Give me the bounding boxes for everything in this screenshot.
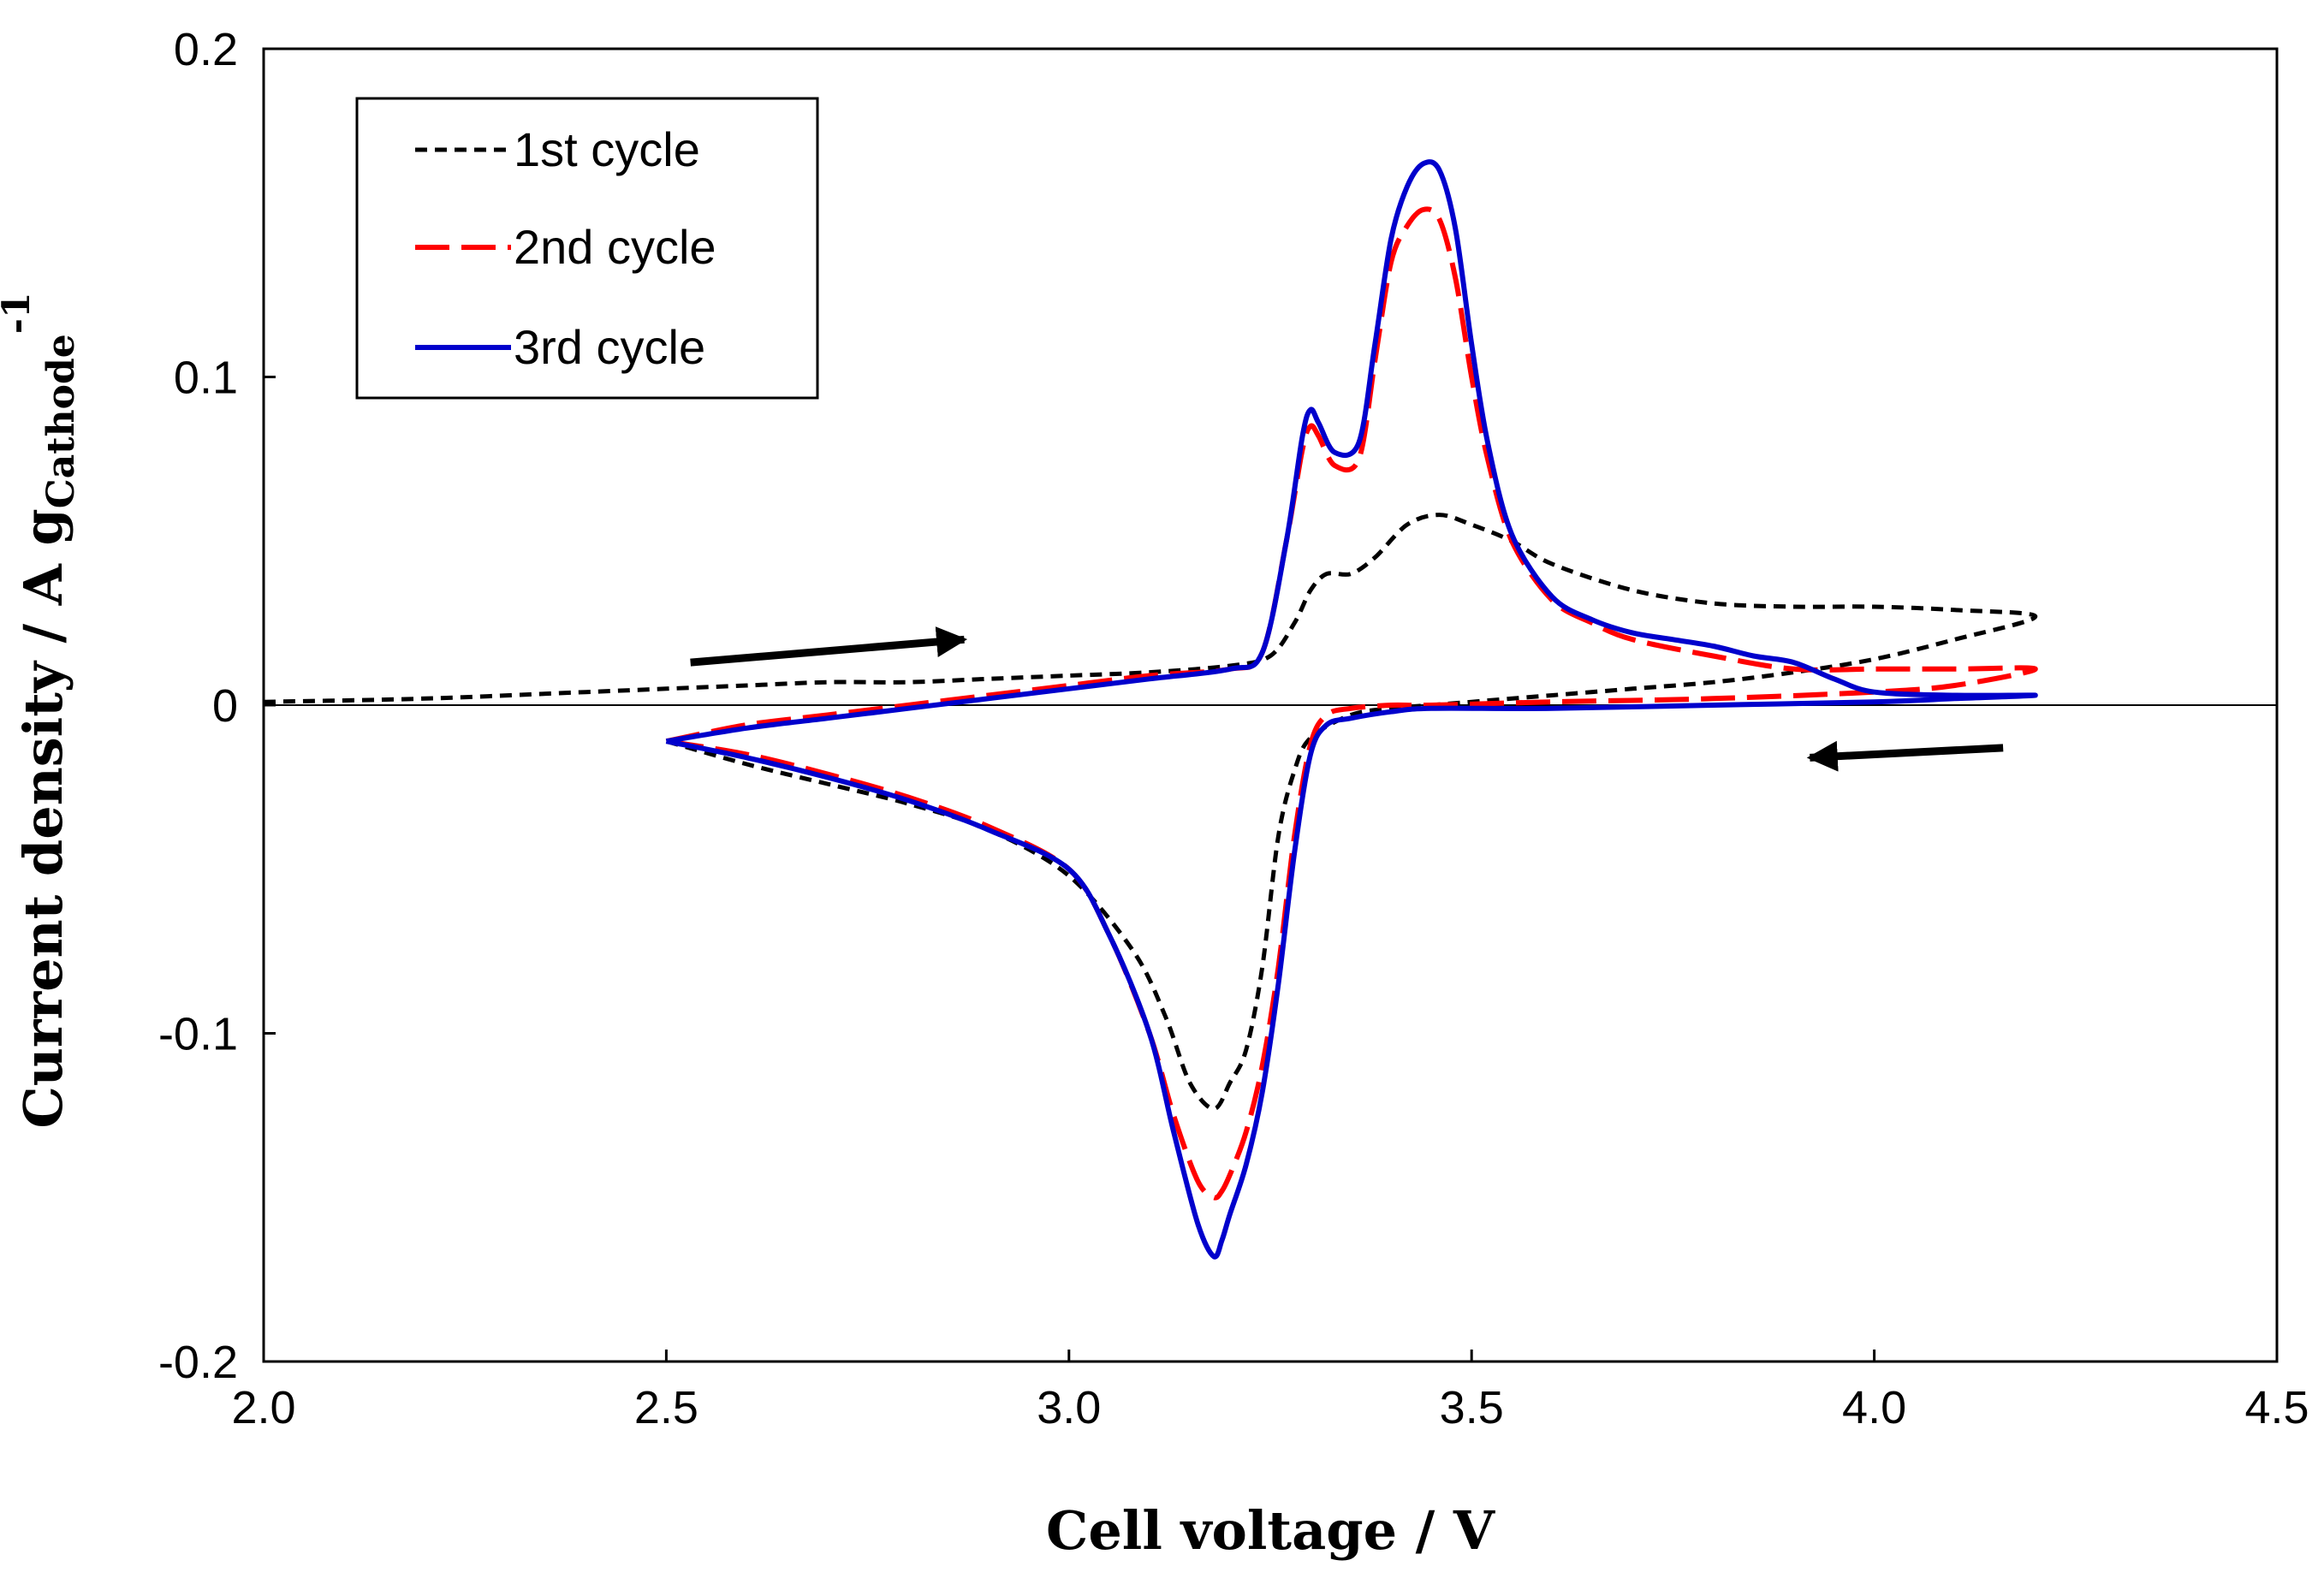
x-axis-ticks: 2.0 2.5 3.0 3.5 4.0 4.5 — [231, 1350, 2309, 1433]
y-axis-title-main: Current density / A g — [12, 508, 74, 1128]
legend-label-2nd-cycle: 2nd cycle — [514, 220, 716, 274]
y-tick-label: -0.1 — [158, 1009, 238, 1060]
series-layer — [264, 159, 2038, 1260]
x-tick-label: 3.5 — [1440, 1382, 1504, 1433]
y-tick-label: -0.2 — [158, 1337, 238, 1388]
legend: 1st cycle 2nd cycle 3rd cycle — [355, 97, 819, 400]
series-line-1st-cycle — [264, 513, 2038, 1112]
annotation-arrows — [690, 626, 2004, 772]
x-tick-label: 2.5 — [634, 1382, 698, 1433]
y-axis-title-superscript: -1 — [0, 292, 39, 334]
legend-label-1st-cycle: 1st cycle — [514, 122, 700, 176]
y-axis-ticks: -0.2 -0.1 0 0.1 0.2 — [158, 24, 276, 1388]
x-tick-label: 3.0 — [1037, 1382, 1101, 1433]
y-tick-label: 0.2 — [174, 24, 238, 75]
x-tick-label: 4.5 — [2244, 1382, 2309, 1433]
series-line-3rd-cycle — [665, 159, 2038, 1260]
legend-label-3rd-cycle: 3rd cycle — [514, 320, 705, 374]
y-axis-title: Current density / A gCathode-1 — [0, 292, 83, 1128]
arrow-left — [1806, 740, 2004, 772]
x-tick-label: 4.0 — [1842, 1382, 1906, 1433]
x-axis-title: Cell voltage / V — [1046, 1499, 1495, 1562]
y-axis-title-subscript: Cathode — [39, 334, 83, 508]
x-tick-label: 2.0 — [231, 1382, 295, 1433]
y-tick-label: 0 — [212, 680, 238, 732]
y-tick-label: 0.1 — [174, 353, 238, 404]
arrow-right — [690, 626, 968, 667]
